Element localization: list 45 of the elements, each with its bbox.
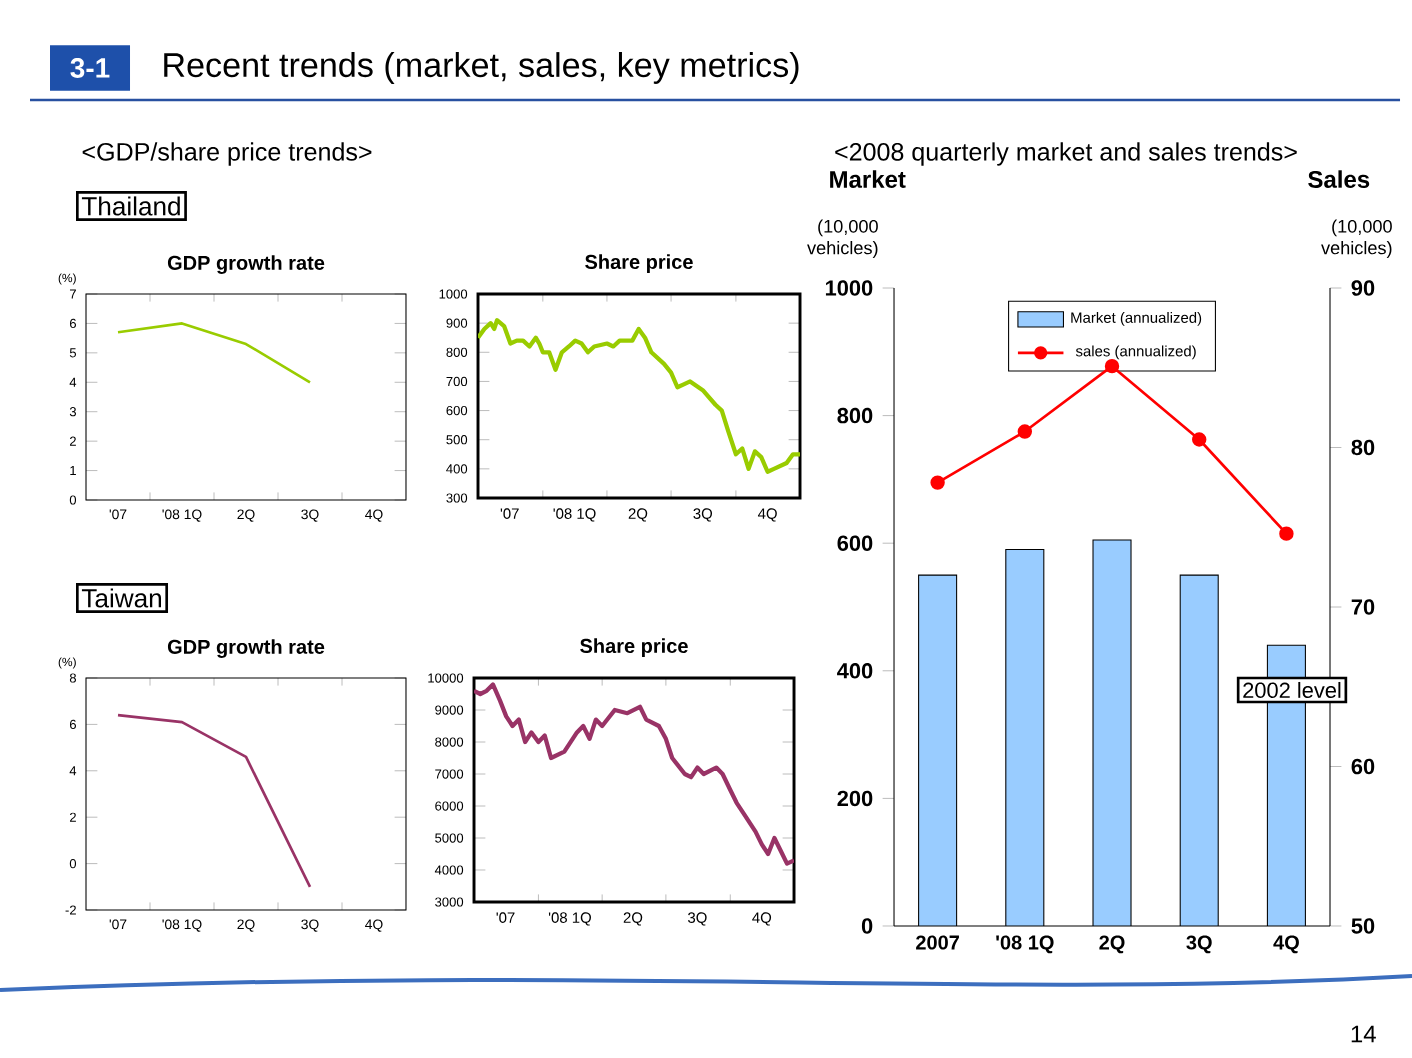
y-tick-label: 400 <box>837 663 873 679</box>
text: Recent trends (market, sales, key metrics) <box>164 52 799 84</box>
x-tick-label: 3Q <box>1186 935 1212 954</box>
point <box>1192 432 1207 447</box>
y-tick-label: 800 <box>837 407 873 424</box>
point <box>1017 424 1033 439</box>
y-tick-label: 600 <box>837 535 873 551</box>
point <box>1279 526 1294 541</box>
text: <GDP/share price trends> <box>82 142 372 166</box>
y-axis-title: Market <box>830 170 906 188</box>
text: 3-1 <box>70 58 110 78</box>
text: 14 <box>1351 1025 1376 1043</box>
y2-axis-title: Sales <box>1308 170 1370 188</box>
x-tick-label: 4Q <box>1273 935 1299 954</box>
chart-title: GDP growth rate <box>167 639 325 658</box>
x-tick-label: 2007 <box>916 935 959 950</box>
bar <box>1005 549 1044 926</box>
line-series <box>474 682 795 866</box>
chart-title: GDP growth rate <box>167 255 325 274</box>
y-tick-label: 1000 <box>825 280 873 296</box>
x-tick-label: '08 1Q <box>996 935 1054 954</box>
chart-title: Share price <box>580 638 688 657</box>
y2-tick-label: 70 <box>1351 599 1375 615</box>
y-tick-label: 200 <box>837 790 873 807</box>
y-tick-label: 0 <box>861 918 873 934</box>
y2-tick-label: 60 <box>1351 758 1375 775</box>
annotation: 2002 level <box>1243 681 1341 699</box>
y2-tick-label: 50 <box>1351 918 1375 934</box>
text: (10,000 vehicles) <box>807 219 878 258</box>
x-tick-label: 2Q <box>1099 935 1125 954</box>
bar <box>918 575 957 926</box>
bar <box>1180 575 1219 926</box>
line-series <box>116 322 312 384</box>
y2-tick-label: 80 <box>1351 439 1375 456</box>
point <box>930 475 945 490</box>
text: (10,000 vehicles) <box>1321 219 1392 258</box>
text: Taiwan <box>81 588 161 608</box>
line-series <box>116 713 312 889</box>
text: Thailand <box>81 196 180 216</box>
point <box>1104 358 1120 374</box>
bar <box>1093 540 1132 926</box>
chart-title: Share price <box>585 254 693 273</box>
chart-title: <2008 quarterly market and sales trends> <box>835 142 1297 166</box>
line-series <box>478 318 801 474</box>
y2-tick-label: 90 <box>1351 280 1375 296</box>
